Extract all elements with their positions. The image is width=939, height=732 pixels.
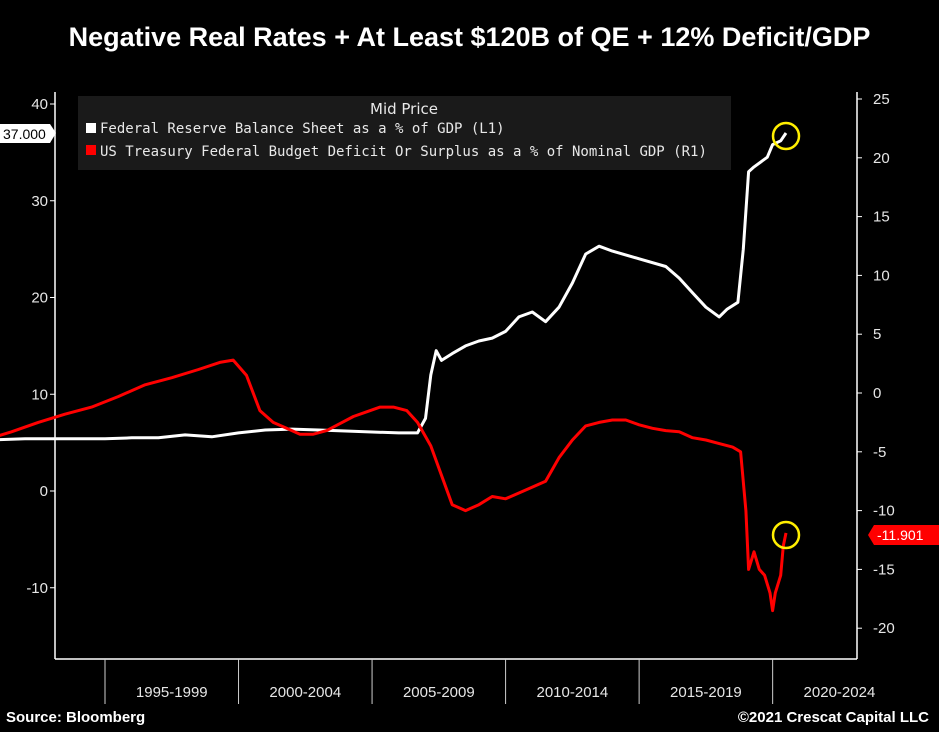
right-tick-label: 10	[873, 267, 890, 284]
x-tick-label: 2010-2014	[536, 684, 608, 701]
last-value-deficit: -11.901	[877, 527, 924, 543]
left-tick-label: 30	[31, 193, 48, 210]
x-tick-label: 2005-2009	[403, 684, 475, 701]
left-tick-label: 40	[31, 96, 48, 113]
copyright-note: ©2021 Crescat Capital LLC	[737, 709, 929, 726]
right-tick-label: 25	[873, 91, 890, 108]
x-tick-label: 1995-1999	[136, 684, 208, 701]
legend-title: Mid Price	[370, 100, 438, 118]
right-tick-label: -5	[873, 444, 886, 461]
last-value-fed: 37.000	[3, 126, 46, 142]
series-line-fed-balance-sheet	[0, 132, 788, 442]
source-note: Source: Bloomberg	[6, 709, 146, 726]
legend-entry-fed: Federal Reserve Balance Sheet as a % of …	[100, 121, 505, 137]
highlight-circle-fed	[771, 121, 801, 151]
last-value-tag-deficit: -11.901	[868, 525, 939, 545]
left-tick-label: 20	[31, 290, 48, 307]
legend-box	[78, 96, 731, 170]
last-value-tag-fed: 37.000	[0, 124, 56, 143]
left-axis-ticks: 40 30 20 10 0 -10	[26, 96, 55, 597]
chart-title: Negative Real Rates + At Least $120B of …	[68, 22, 871, 52]
right-axis-ticks: 25 20 15 10 5 0 -5 -10 -15 -20	[857, 91, 895, 637]
legend-entry-deficit: US Treasury Federal Budget Deficit Or Su…	[100, 144, 707, 160]
highlight-circle-deficit	[771, 520, 801, 550]
right-tick-label: -20	[873, 620, 895, 637]
right-tick-label: 15	[873, 209, 890, 226]
left-tick-label: 10	[31, 386, 48, 403]
legend-swatch-deficit	[86, 145, 96, 155]
x-tick-label: 2015-2019	[670, 684, 742, 701]
x-tick-label: 2020-2024	[804, 684, 876, 701]
left-tick-label: -10	[26, 580, 48, 597]
right-tick-label: 5	[873, 326, 881, 343]
x-axis-ticks: 1995-1999 2000-2004 2005-2009 2010-2014 2015…	[104, 659, 876, 704]
right-tick-label: -15	[873, 561, 895, 578]
x-tick-label: 2000-2004	[269, 684, 341, 701]
series-layer	[0, 132, 788, 613]
left-tick-label: 0	[40, 483, 48, 500]
series-line-budget-deficit	[0, 358, 788, 613]
right-tick-label: 20	[873, 150, 890, 167]
legend: Mid Price Federal Reserve Balance Sheet …	[78, 96, 731, 170]
legend-swatch-fed	[86, 123, 96, 133]
right-tick-label: 0	[873, 385, 881, 402]
right-tick-label: -10	[873, 503, 895, 520]
